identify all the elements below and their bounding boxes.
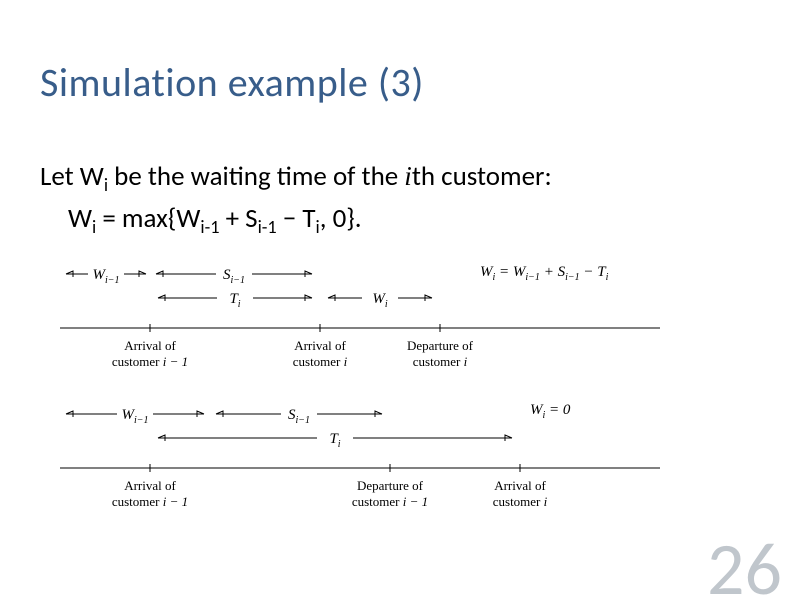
diagram-svg: Wi−1 Si−1 Ti Wi Wi = Wi−1 + Si−1 − Ti Arrival… [60, 260, 740, 530]
body-line-2: Wi = max{Wi-1 + Si-1 − Ti, 0}. [68, 200, 552, 238]
svg-text:Wi = Wi−1 + Si−1 − Ti: Wi = Wi−1 + Si−1 − Ti [480, 264, 609, 283]
svg-text:Wi = 0: Wi = 0 [530, 402, 571, 421]
svg-text:customer i: customer i [293, 354, 348, 369]
body-line-1: Let Wi be the waiting time of the ith cu… [40, 158, 552, 196]
svg-text:customer i − 1: customer i − 1 [352, 494, 428, 509]
txt: , 0}. [320, 202, 362, 235]
svg-text:Wi−1: Wi−1 [121, 407, 148, 426]
svg-text:Wi: Wi [372, 291, 388, 310]
txt: be the waiting time of the [108, 160, 404, 193]
sub: i [104, 174, 108, 196]
ital: i [404, 161, 412, 191]
timeline-diagrams: Wi−1 Si−1 Ti Wi Wi = Wi−1 + Si−1 − Ti Arrival… [60, 260, 740, 535]
svg-text:Ti: Ti [229, 291, 240, 310]
txt: = max{W [96, 202, 200, 235]
svg-text:Arrival of: Arrival of [124, 338, 176, 353]
svg-text:customer i − 1: customer i − 1 [112, 354, 188, 369]
svg-text:customer i: customer i [413, 354, 468, 369]
svg-text:Ti: Ti [329, 431, 340, 450]
svg-text:Arrival of: Arrival of [494, 478, 546, 493]
svg-text:Wi−1: Wi−1 [92, 267, 119, 286]
txt: W [68, 202, 92, 235]
txt: − T [277, 202, 316, 235]
page-number: 26 [707, 524, 782, 600]
svg-text:Arrival of: Arrival of [124, 478, 176, 493]
svg-text:customer i: customer i [493, 494, 548, 509]
svg-text:Arrival of: Arrival of [294, 338, 346, 353]
svg-text:customer i − 1: customer i − 1 [112, 494, 188, 509]
body-text: Let Wi be the waiting time of the ith cu… [40, 158, 552, 238]
svg-text:Departure of: Departure of [357, 478, 424, 493]
svg-text:Departure of: Departure of [407, 338, 474, 353]
svg-text:Si−1: Si−1 [288, 407, 310, 426]
sub: i-1 [258, 216, 277, 238]
sub: i [92, 216, 96, 238]
sub: i [316, 216, 320, 238]
slide-title: Simulation example (3) [40, 58, 424, 107]
sub: i-1 [200, 216, 219, 238]
svg-text:Si−1: Si−1 [223, 267, 245, 286]
txt: + S [220, 202, 258, 235]
txt: th customer: [412, 160, 552, 193]
txt: Let W [40, 160, 104, 193]
